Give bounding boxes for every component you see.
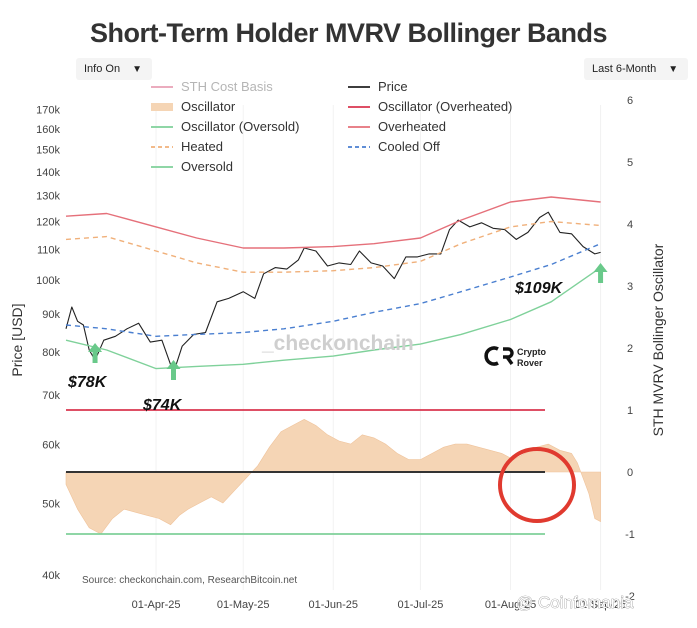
info-toggle-label: Info On — [84, 63, 121, 75]
legend-entry: Oversold — [151, 159, 233, 174]
annotation-1: $78K — [67, 343, 108, 391]
annotation-label: $109K — [514, 280, 564, 297]
legend-entry: Price — [348, 79, 408, 94]
legend-entry: STH Cost Basis — [151, 79, 273, 94]
legend-entry: Oscillator (Oversold) — [151, 119, 299, 134]
y-tick-label: 90k — [42, 309, 60, 321]
watermark-text: _checkonchain — [261, 332, 414, 355]
watermark: _checkonchain — [261, 332, 414, 355]
series-oversold-line — [65, 267, 601, 370]
y2-axis-title: STH MVRV Bollinger Oscillator — [650, 243, 666, 436]
series-cooled-off-line — [65, 243, 601, 337]
legend-entry: Cooled Off — [348, 139, 440, 154]
legend-label: STH Cost Basis — [181, 79, 273, 94]
x-tick-label: 01-Sep-25 — [575, 599, 626, 611]
crypto-rover-logo-icon — [484, 346, 514, 366]
y2-tick-label: 3 — [627, 281, 633, 293]
source-note: Source: checkonchain.com, ResearchBitcoi… — [82, 575, 297, 586]
series-overheated-line — [65, 196, 601, 249]
x-tick-label: 01-Apr-25 — [132, 599, 181, 611]
y-tick-label: 40k — [42, 570, 60, 582]
y-tick-label: 50k — [42, 498, 60, 510]
brand-line-1: Crypto — [517, 347, 547, 357]
y-tick-label: 100k — [36, 275, 60, 287]
series-heated-line — [65, 220, 601, 273]
y-tick-label: 170k — [36, 104, 60, 116]
x-tick-label: 01-May-25 — [217, 599, 270, 611]
x-tick-label: 01-Aug-25 — [485, 599, 536, 611]
legend-entry: Overheated — [348, 119, 446, 134]
y-tick-label: 60k — [42, 440, 60, 452]
brand-line-2: Rover — [517, 358, 543, 368]
triangle-down-icon: ▼ — [668, 64, 679, 75]
legend-label: Overheated — [378, 119, 446, 134]
legend-label: Oscillator (Overheated) — [378, 99, 512, 114]
series-oscillator-area — [65, 418, 601, 535]
legend-label: Price — [378, 79, 408, 94]
series-price-line — [65, 211, 601, 374]
y2-tick-label: 2 — [627, 343, 633, 355]
y2-tick-label: 6 — [627, 95, 633, 107]
y2-tick-label: -2 — [625, 591, 635, 603]
x-tick-label: 01-Jul-25 — [398, 599, 444, 611]
time-range-select[interactable]: Last 6-Month ▼ — [584, 58, 688, 80]
legend-label: Oscillator — [181, 99, 236, 114]
reference-lines — [66, 409, 545, 535]
y-axis-title: Price [USD] — [9, 303, 25, 376]
legend-swatch — [151, 103, 173, 111]
price-annotations: $78K $74K $109K — [67, 263, 608, 414]
up-arrow-icon — [166, 360, 181, 380]
brand-logo: Crypto Rover — [484, 346, 547, 368]
y-tick-label: 150k — [36, 145, 60, 157]
legend-label: Oscillator (Oversold) — [181, 119, 299, 134]
y-tick-label: 70k — [42, 390, 60, 402]
up-arrow-icon — [593, 263, 608, 283]
up-arrow-icon — [88, 343, 103, 363]
annotation-3: $109K — [514, 263, 608, 297]
legend-label: Cooled Off — [378, 139, 440, 154]
x-tick-label: 01-Jun-25 — [309, 599, 359, 611]
y-tick-label: 120k — [36, 216, 60, 228]
y2-tick-label: 4 — [627, 219, 633, 231]
y-tick-label: 80k — [42, 347, 60, 359]
y2-tick-label: 0 — [627, 467, 633, 479]
legend-entry: Heated — [151, 139, 223, 154]
annotation-label: $74K — [142, 397, 183, 414]
y-tick-label: 160k — [36, 124, 60, 136]
y-tick-label: 130k — [36, 191, 60, 203]
y-tick-label: 110k — [37, 244, 61, 256]
credit-watermark: @ Coinfomania — [516, 593, 634, 612]
legend-label: Heated — [181, 139, 223, 154]
chart-title: Short-Term Holder MVRV Bollinger Bands — [89, 18, 608, 48]
y2-tick-label: -1 — [625, 529, 635, 541]
time-range-label: Last 6-Month — [592, 63, 657, 75]
y-tick-label: 140k — [36, 167, 60, 179]
oscillator-area — [65, 418, 601, 535]
legend-label: Oversold — [181, 159, 233, 174]
y2-tick-label: 1 — [627, 405, 633, 417]
axes: Price [USD] STH MVRV Bollinger Oscillato… — [9, 95, 666, 611]
triangle-down-icon: ▼ — [132, 64, 142, 75]
legend: STH Cost Basis Price Oscillator Oscillator … — [151, 79, 512, 174]
legend-entry: Oscillator — [151, 99, 236, 114]
highlight-circle — [498, 447, 576, 523]
legend-entry: Oscillator (Overheated) — [348, 99, 512, 114]
info-toggle-select[interactable]: Info On ▼ — [76, 58, 152, 80]
annotation-2: $74K — [142, 360, 183, 414]
series-lines — [65, 196, 601, 374]
annotation-label: $78K — [67, 374, 108, 391]
y2-tick-label: 5 — [627, 157, 633, 169]
